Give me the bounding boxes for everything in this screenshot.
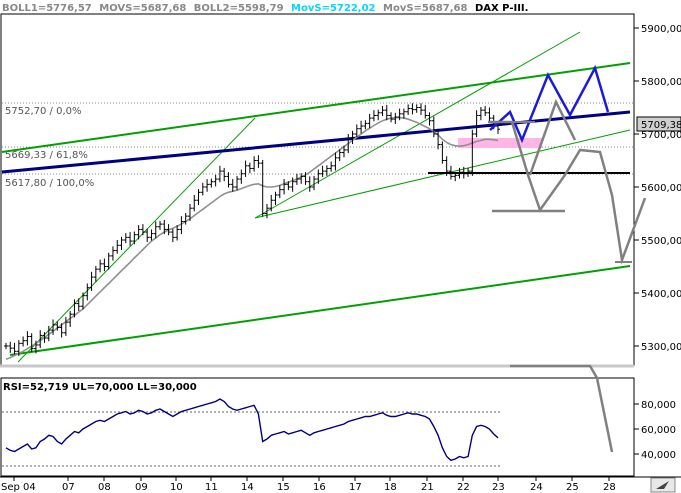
rsi-panel-frame	[0, 377, 635, 477]
price-panel-frame	[0, 13, 635, 366]
rsi-tick-label: 60,000	[641, 425, 676, 436]
x-tick-label: 18	[384, 482, 397, 493]
x-tick-label: 14	[241, 482, 254, 493]
fib-label-0: 5752,70 / 0,0%	[5, 106, 81, 117]
arrow-icon	[656, 481, 669, 489]
rsi-line	[5, 398, 499, 462]
x-tick-label: Sep 04	[1, 482, 36, 493]
x-tick-label: 25	[566, 482, 579, 493]
x-tick-label: 22	[457, 482, 470, 493]
rsi-tick-label: 40,000	[641, 450, 676, 461]
x-tick-label: 16	[313, 482, 326, 493]
x-tick-label: 09	[135, 482, 148, 493]
y-tick-label: 5900,00	[641, 24, 681, 35]
header-boll2: BOLL2=5598,79	[194, 3, 284, 14]
x-tick-label: 28	[603, 482, 616, 493]
header-movs1: MOVS=5687,68	[99, 3, 186, 14]
x-tick-label: 24	[530, 482, 543, 493]
last-price-box	[636, 116, 681, 132]
x-tick-label: 23	[492, 482, 505, 493]
projection-gray-lower	[510, 364, 614, 453]
trend-thin-2	[254, 31, 581, 219]
trend-thin-1	[17, 117, 256, 363]
x-tick-label: 10	[170, 482, 183, 493]
y-tick-label: 5700,00	[641, 130, 681, 141]
fib-label-100: 5617,80 / 100,0%	[5, 178, 94, 189]
pink-zone	[458, 138, 542, 148]
rsi-y-axis: 80,000 60,000 40,000	[634, 400, 676, 461]
y-tick-label: 5300,00	[641, 342, 681, 353]
svg-text:BOLL1=5776,57 MOVS=5687,68: BOLL1=5776,57 MOVS=5687,68 BOLL2=5598,79…	[2, 3, 528, 14]
y-tick-label: 5500,00	[641, 236, 681, 247]
channel-upper-line	[1, 62, 631, 153]
y-tick-label: 5600,00	[641, 183, 681, 194]
y-tick-label: 5800,00	[641, 77, 681, 88]
price-bars	[4, 103, 500, 357]
moving-average-line	[5, 116, 499, 361]
header-movs3: MovS=5687,68	[383, 3, 468, 14]
projection-gray	[488, 120, 647, 265]
header-boll1: BOLL1=5776,57	[2, 3, 92, 14]
rsi-header: RSI=52,719 UL=70,000 LL=30,000	[3, 382, 197, 393]
projection-gray-2	[528, 98, 577, 176]
x-axis: Sep 04 07 08 09 10 11 14 15 16 17 18 21 22 23 24 25 28	[0, 476, 681, 493]
x-tick-label: 07	[62, 482, 75, 493]
rsi-tick-label: 80,000	[641, 400, 676, 411]
header-movs2: MovS=5722,02	[291, 3, 376, 14]
header-title: DAX P-III.	[475, 3, 529, 14]
x-tick-label: 11	[205, 482, 218, 493]
price-y-axis: 5900,00 5800,00 5700,00 5600,00 5500,00 5400,…	[634, 24, 681, 353]
x-tick-label: 17	[349, 482, 362, 493]
last-price-label: 5709,38	[641, 120, 681, 131]
fib-label-618: 5669,33 / 61,8%	[5, 150, 88, 161]
channel-lower-line	[9, 265, 631, 356]
y-tick-label: 5400,00	[641, 289, 681, 300]
projection-blue	[489, 64, 610, 144]
x-tick-label: 08	[98, 482, 111, 493]
x-tick-label: 15	[277, 482, 290, 493]
x-tick-label: 21	[421, 482, 434, 493]
